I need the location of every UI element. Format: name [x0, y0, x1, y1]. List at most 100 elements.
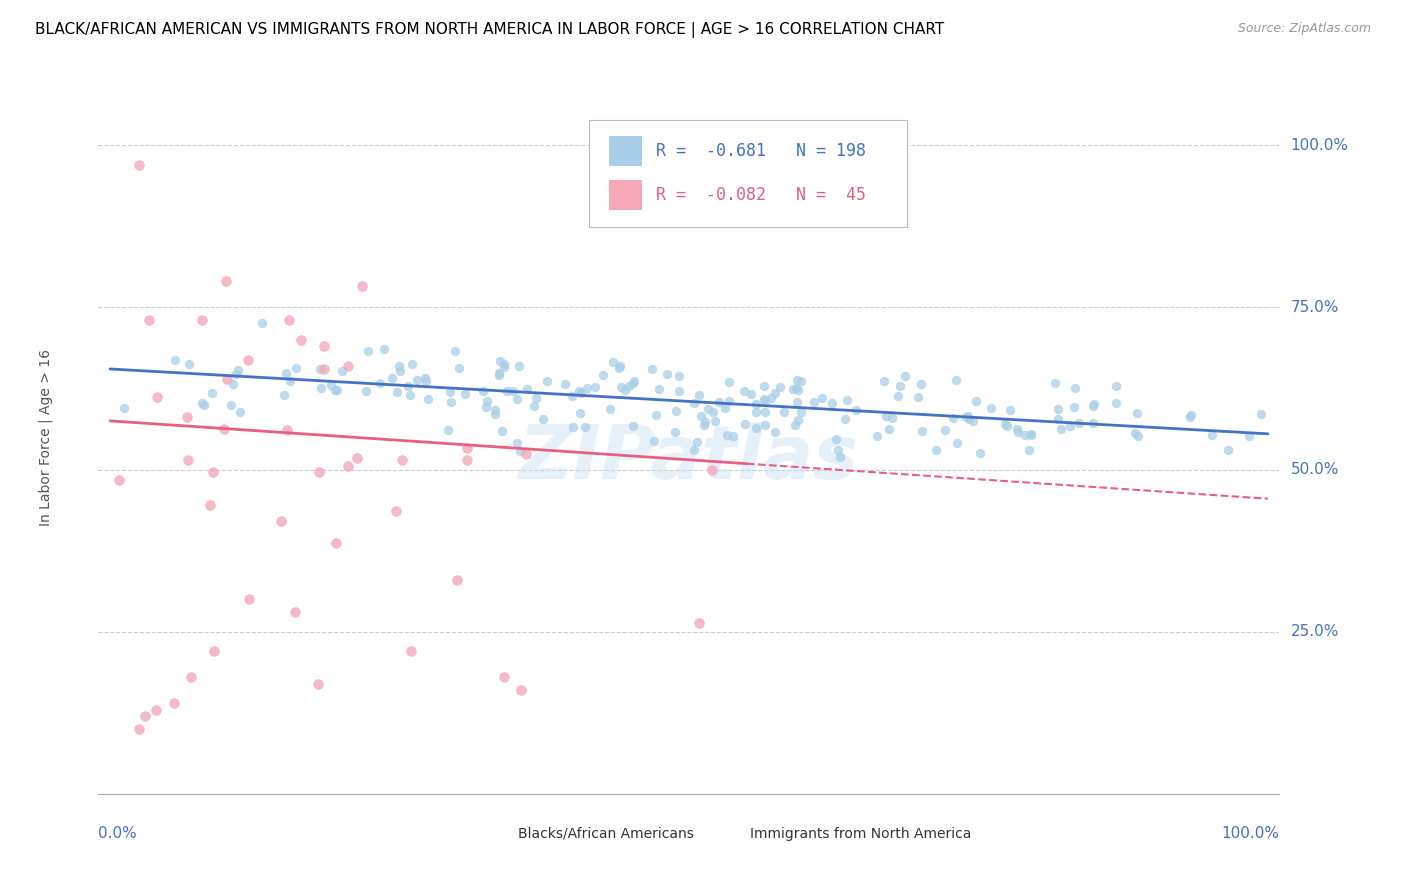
Point — [165, 353, 187, 368]
Point — [373, 343, 395, 357]
Point — [696, 401, 718, 416]
Point — [492, 670, 515, 684]
Point — [488, 368, 510, 382]
Point — [309, 362, 332, 376]
Point — [825, 432, 848, 446]
Point — [1216, 443, 1239, 458]
Point — [274, 366, 297, 380]
Point — [494, 357, 516, 371]
Point — [803, 395, 825, 409]
Point — [484, 408, 506, 422]
Point — [665, 404, 688, 418]
Point — [193, 397, 215, 411]
Point — [1105, 379, 1128, 393]
Point — [446, 573, 468, 587]
Point — [994, 417, 1017, 431]
Point — [576, 381, 599, 395]
Point — [201, 466, 224, 480]
Point — [704, 414, 727, 428]
Point — [623, 374, 645, 388]
Point — [873, 374, 896, 388]
Point — [980, 401, 1002, 415]
Point — [516, 382, 538, 396]
Text: ZIPatlas: ZIPatlas — [519, 422, 859, 495]
Point — [689, 409, 711, 423]
Point — [568, 406, 591, 420]
Point — [176, 452, 198, 467]
Point — [614, 383, 637, 397]
Point — [716, 428, 738, 442]
Point — [834, 411, 856, 425]
Point — [965, 394, 987, 409]
Text: 100.0%: 100.0% — [1291, 137, 1348, 153]
Point — [745, 421, 768, 435]
Point — [399, 644, 422, 658]
Point — [683, 396, 706, 410]
Point — [945, 436, 967, 450]
Point — [734, 417, 756, 431]
Point — [714, 401, 737, 415]
Point — [228, 363, 250, 377]
Point — [668, 368, 690, 383]
Point — [610, 380, 633, 394]
Point — [284, 605, 307, 619]
Point — [657, 368, 679, 382]
Point — [1047, 412, 1070, 426]
Text: In Labor Force | Age > 16: In Labor Force | Age > 16 — [38, 349, 52, 525]
Point — [790, 374, 813, 388]
Point — [998, 403, 1021, 417]
Point — [523, 399, 546, 413]
Point — [569, 386, 592, 401]
Point — [325, 536, 347, 550]
Point — [454, 387, 477, 401]
Point — [1126, 406, 1149, 420]
Point — [496, 384, 519, 398]
Point — [644, 409, 666, 423]
Point — [688, 616, 710, 631]
Point — [934, 423, 956, 437]
Point — [1046, 402, 1069, 417]
Point — [314, 362, 336, 376]
Point — [643, 434, 665, 448]
Point — [508, 359, 530, 373]
Text: 50.0%: 50.0% — [1291, 462, 1339, 477]
Point — [278, 313, 301, 327]
Point — [326, 383, 349, 397]
Point — [1083, 397, 1105, 411]
Point — [515, 447, 537, 461]
Point — [740, 386, 762, 401]
Bar — [609, 180, 641, 210]
Point — [785, 418, 807, 433]
Point — [484, 403, 506, 417]
Point — [1180, 408, 1202, 422]
FancyBboxPatch shape — [589, 120, 907, 227]
Point — [388, 359, 411, 374]
Point — [1123, 425, 1146, 440]
Point — [621, 376, 644, 390]
Point — [1049, 422, 1071, 436]
Point — [910, 376, 932, 391]
Point — [787, 383, 810, 397]
Point — [238, 592, 260, 607]
Point — [1063, 400, 1085, 414]
Point — [308, 465, 330, 479]
Point — [1064, 381, 1087, 395]
Point — [785, 381, 807, 395]
Point — [325, 383, 347, 397]
Point — [752, 392, 775, 406]
Point — [370, 376, 392, 390]
Point — [693, 417, 716, 432]
Point — [112, 401, 135, 416]
Point — [145, 390, 167, 404]
Point — [273, 387, 295, 401]
Point — [346, 450, 368, 465]
Point — [754, 417, 776, 432]
Point — [456, 441, 478, 455]
Point — [574, 420, 596, 434]
Point — [380, 371, 402, 385]
Point — [702, 405, 724, 419]
Point — [790, 405, 813, 419]
Point — [491, 424, 513, 438]
Point — [962, 414, 984, 428]
Text: 100.0%: 100.0% — [1222, 826, 1279, 841]
